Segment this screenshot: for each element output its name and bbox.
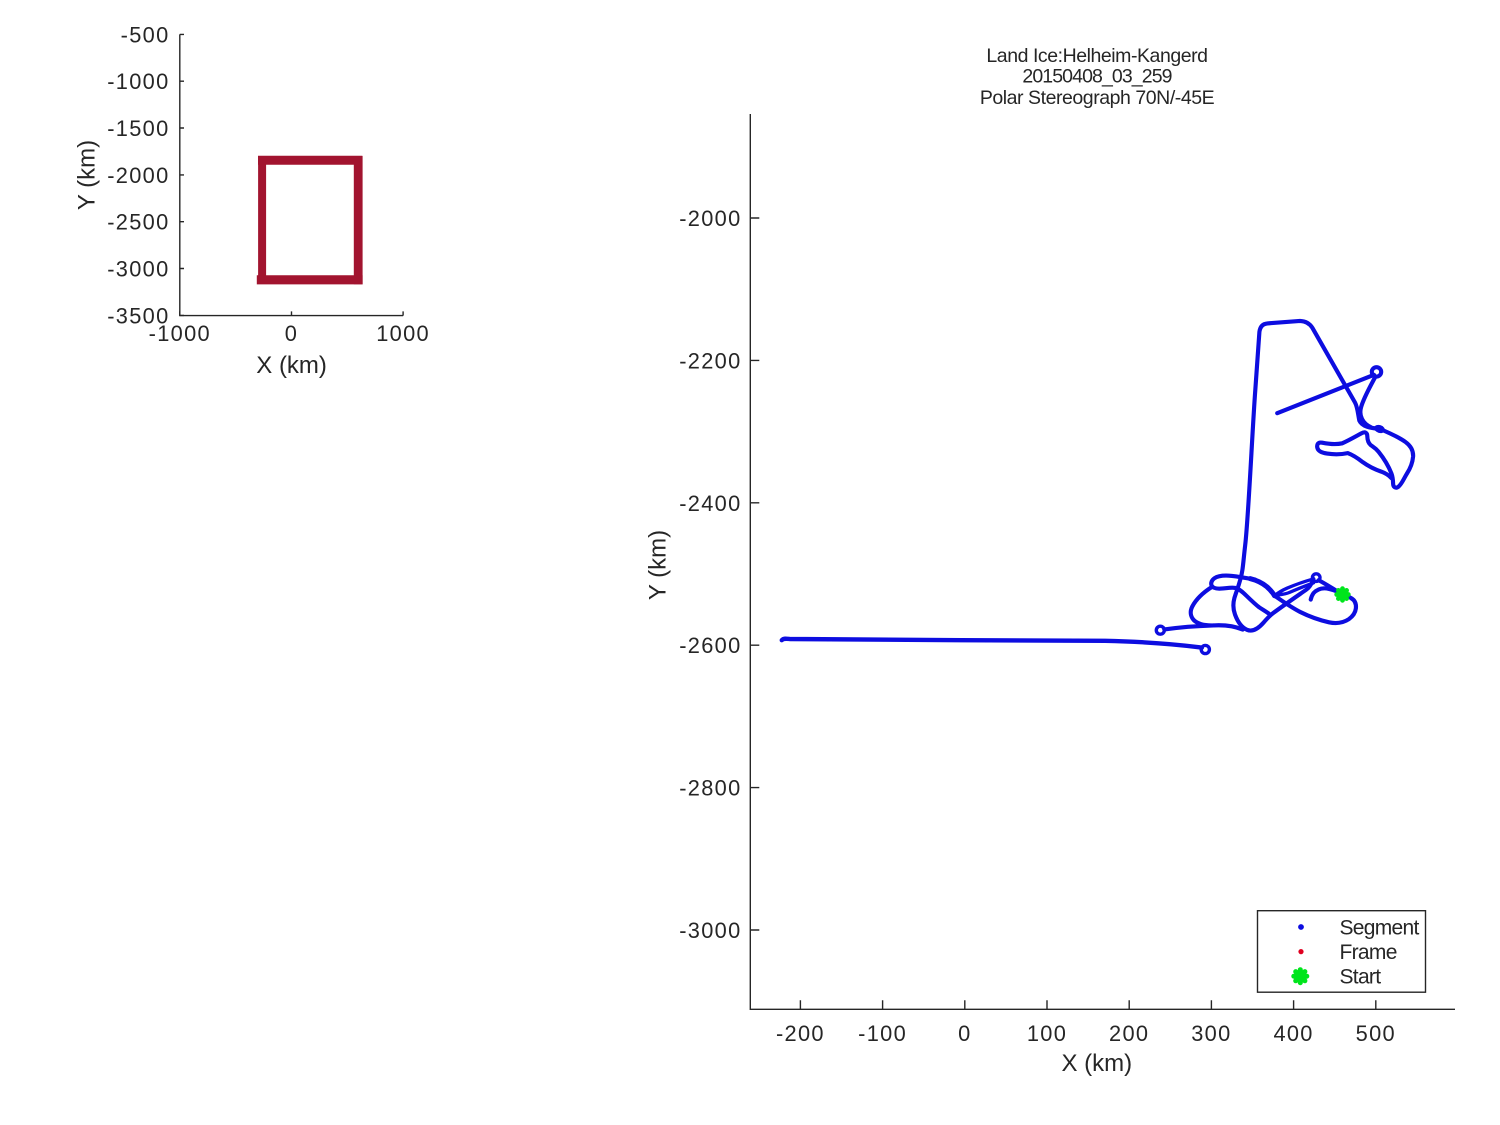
svg-text:20150408_03_259: 20150408_03_259 [1022, 66, 1171, 88]
svg-text:-3500: -3500 [107, 303, 169, 328]
svg-text:0: 0 [958, 1021, 971, 1046]
svg-text:Start: Start [1340, 965, 1382, 988]
svg-text:-2200: -2200 [679, 348, 741, 373]
svg-text:0: 0 [285, 321, 298, 346]
svg-text:-1000: -1000 [149, 321, 211, 346]
svg-text:200: 200 [1109, 1021, 1149, 1046]
svg-text:100: 100 [1027, 1021, 1067, 1046]
svg-text:-500: -500 [121, 22, 170, 47]
svg-text:300: 300 [1191, 1021, 1231, 1046]
svg-text:X (km): X (km) [256, 352, 327, 379]
svg-text:Segment: Segment [1340, 916, 1420, 939]
svg-text:X (km): X (km) [1061, 1050, 1132, 1077]
svg-text:Land Ice:Helheim-Kangerd: Land Ice:Helheim-Kangerd [986, 45, 1207, 67]
svg-text:-2600: -2600 [679, 633, 741, 658]
svg-text:Y (km): Y (km) [74, 140, 101, 210]
svg-text:Polar Stereograph 70N/-45E: Polar Stereograph 70N/-45E [980, 87, 1215, 109]
svg-text:-2000: -2000 [107, 163, 169, 188]
svg-text:500: 500 [1356, 1021, 1396, 1046]
svg-text:-3000: -3000 [679, 918, 741, 943]
svg-text:-3000: -3000 [107, 257, 169, 282]
svg-text:400: 400 [1273, 1021, 1313, 1046]
svg-text:Y (km): Y (km) [645, 530, 672, 600]
svg-text:1000: 1000 [376, 321, 430, 346]
svg-text:-2800: -2800 [679, 776, 741, 801]
svg-text:-1500: -1500 [107, 116, 169, 141]
svg-text:-100: -100 [858, 1021, 907, 1046]
svg-text:Frame: Frame [1340, 941, 1397, 964]
svg-text:-2000: -2000 [679, 206, 741, 231]
svg-text:-2400: -2400 [679, 491, 741, 516]
svg-text:-200: -200 [776, 1021, 825, 1046]
svg-text:-2500: -2500 [107, 210, 169, 235]
svg-text:-1000: -1000 [107, 69, 169, 94]
